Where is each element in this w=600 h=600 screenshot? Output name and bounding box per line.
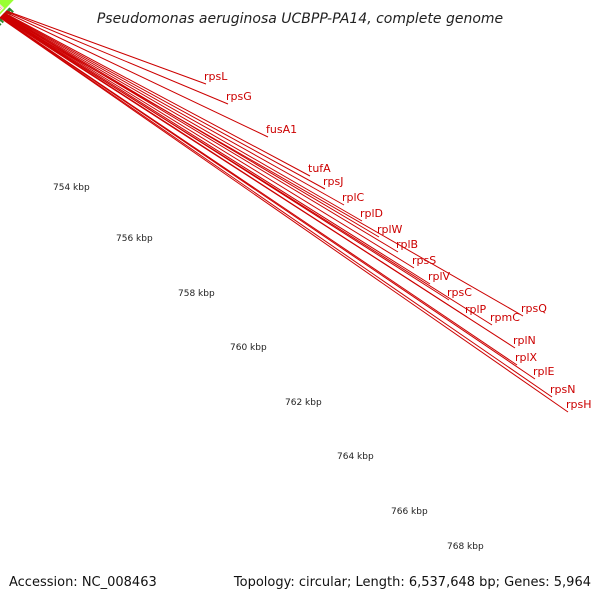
label-leader-line xyxy=(0,15,493,326)
operon-band xyxy=(0,5,4,11)
gene-label-rpsq: rpsQ xyxy=(521,302,547,315)
gene-label-rpld: rplD xyxy=(360,207,383,220)
scale-labels: 754 kbp 756 kbp 758 kbp 760 kbp 762 kbp 764 k… xyxy=(53,183,484,552)
gene-label-rpsc: rpsC xyxy=(447,286,472,299)
major-tick xyxy=(0,22,2,26)
gene-label-rplv: rplV xyxy=(428,270,451,283)
gene-label-tufa: tufA xyxy=(308,162,331,175)
label-leader-line xyxy=(1,14,431,285)
label-leader-line xyxy=(0,16,516,349)
genome-summary-text: Topology: circular; Length: 6,537,648 bp… xyxy=(233,575,591,590)
label-leader-line xyxy=(5,10,229,105)
label-leader-line xyxy=(4,12,311,177)
operon-band xyxy=(0,7,3,12)
scale-label: 762 kbp xyxy=(285,398,322,408)
gene-label-rple: rplE xyxy=(533,365,555,378)
label-leader-line xyxy=(0,16,536,380)
scale-label: 754 kbp xyxy=(53,183,90,193)
accession-text: Accession: NC_008463 xyxy=(9,575,157,590)
gene-label-rplb: rplB xyxy=(396,238,418,251)
label-leader-line xyxy=(0,16,518,366)
map-title: Pseudomonas aeruginosa UCBPP-PA14, compl… xyxy=(97,11,503,27)
label-leader-line xyxy=(1,14,415,269)
label-leader-line xyxy=(6,10,207,85)
gene-label-rplc: rplC xyxy=(342,191,365,204)
label-leader-line xyxy=(2,13,363,222)
scale-label: 760 kbp xyxy=(230,343,267,353)
gene-label-rpsj: rpsJ xyxy=(323,175,343,188)
scale-label: 768 kbp xyxy=(447,542,484,552)
gene-label-rplp: rplP xyxy=(465,303,487,316)
label-leader-line xyxy=(2,14,399,253)
gene-label-rplx: rplX xyxy=(515,351,538,364)
gene-label-rplw: rplW xyxy=(377,223,403,236)
gene-label-rpss: rpsS xyxy=(412,254,436,267)
gene-label-rpsn: rpsN xyxy=(550,383,575,396)
scale-label: 756 kbp xyxy=(116,234,153,244)
scale-label: 758 kbp xyxy=(178,289,215,299)
scale-label: 766 kbp xyxy=(391,507,428,517)
label-leader-line xyxy=(3,12,326,190)
feature-tracks xyxy=(0,0,14,15)
label-leader-line xyxy=(3,13,345,206)
label-leader-line xyxy=(0,16,553,398)
operon-band xyxy=(0,9,2,12)
operon-band xyxy=(0,4,4,9)
label-leader-line xyxy=(0,17,569,413)
scale-label: 764 kbp xyxy=(337,452,374,462)
label-leader-line xyxy=(4,11,269,138)
downstream-feature-band xyxy=(0,0,14,15)
label-leader-line xyxy=(0,15,524,317)
gene-label-rpsl: rpsL xyxy=(204,70,228,83)
gene-label-rpsh: rpsH xyxy=(566,398,592,411)
gene-label-rpmc: rpmC xyxy=(490,311,520,324)
gene-label-rpln: rplN xyxy=(513,334,536,347)
gene-label-fusa1: fusA1 xyxy=(266,123,297,136)
gene-label-rpsg: rpsG xyxy=(226,90,252,103)
